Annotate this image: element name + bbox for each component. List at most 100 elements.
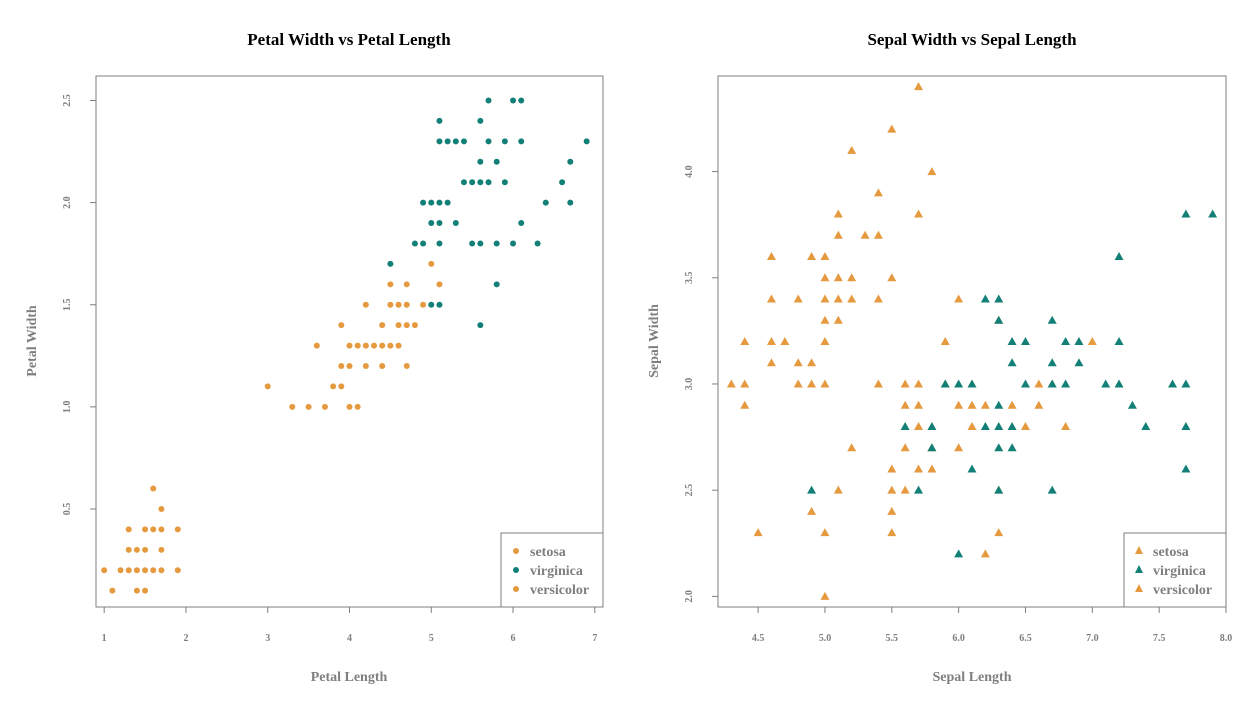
sepal-legend-label-virginica: virginica bbox=[1153, 564, 1206, 579]
sepal-point-virginica bbox=[1114, 337, 1124, 345]
petal-point-virginica bbox=[428, 301, 435, 308]
petal-point-versicolor bbox=[379, 322, 386, 329]
sepal-point-versicolor bbox=[900, 485, 910, 494]
petal-point-virginica bbox=[420, 199, 427, 206]
sepal-point-setosa bbox=[927, 167, 937, 176]
sepal-y-tick-label: 3.5 bbox=[684, 272, 695, 285]
sepal-point-setosa bbox=[833, 230, 843, 239]
sepal-point-setosa bbox=[793, 294, 803, 303]
sepal-point-virginica bbox=[994, 294, 1004, 303]
petal-point-virginica bbox=[493, 281, 500, 288]
petal-point-virginica bbox=[493, 240, 500, 247]
petal-point-versicolor bbox=[338, 363, 345, 370]
petal-point-versicolor bbox=[403, 281, 410, 288]
petal-point-versicolor bbox=[354, 403, 361, 410]
petal-point-virginica bbox=[518, 220, 525, 227]
petal-point-virginica bbox=[436, 117, 443, 124]
petal-point-virginica bbox=[436, 220, 443, 227]
petal-point-setosa bbox=[150, 526, 157, 533]
petal-legend-label-setosa: setosa bbox=[530, 545, 566, 560]
petal-point-virginica bbox=[420, 240, 427, 247]
sepal-point-versicolor bbox=[914, 400, 924, 409]
sepal-point-virginica bbox=[1181, 209, 1191, 218]
petal-point-setosa bbox=[125, 567, 132, 574]
petal-point-versicolor bbox=[371, 342, 378, 349]
sepal-legend-label-versicolor: versicolor bbox=[1153, 583, 1212, 598]
petal-y-tick-label: 0.5 bbox=[62, 503, 73, 516]
petal-legend-box bbox=[500, 532, 604, 608]
sepal-point-setosa bbox=[820, 252, 830, 261]
petal-point-setosa bbox=[109, 587, 116, 594]
sepal-point-versicolor bbox=[980, 549, 990, 558]
sepal-y-tick-label: 2.5 bbox=[684, 484, 695, 497]
sepal-point-setosa bbox=[793, 379, 803, 388]
sepal-point-virginica bbox=[1007, 421, 1017, 430]
sepal-point-virginica bbox=[1047, 485, 1057, 494]
sepal-point-versicolor bbox=[820, 591, 830, 600]
petal-point-versicolor bbox=[264, 383, 271, 390]
petal-point-versicolor bbox=[403, 363, 410, 370]
petal-point-virginica bbox=[501, 179, 508, 186]
sepal-point-versicolor bbox=[994, 528, 1004, 537]
sepal-point-versicolor bbox=[1020, 421, 1030, 430]
sepal-legend-marker-setosa bbox=[1135, 546, 1143, 554]
sepal-chart-title: Sepal Width vs Sepal Length bbox=[867, 30, 1077, 49]
sepal-point-virginica bbox=[1208, 209, 1218, 218]
petal-point-versicolor bbox=[403, 322, 410, 329]
petal-point-virginica bbox=[583, 138, 590, 145]
petal-point-virginica bbox=[485, 179, 492, 186]
sepal-point-setosa bbox=[820, 315, 830, 324]
petal-point-versicolor bbox=[379, 363, 386, 370]
sepal-x-tick-label: 7.0 bbox=[1086, 633, 1099, 644]
petal-point-versicolor bbox=[395, 322, 402, 329]
petal-y-tick-label: 1.0 bbox=[62, 401, 73, 414]
petal-point-virginica bbox=[452, 220, 459, 227]
sepal-chart-panel: Sepal Width vs Sepal Length Sepal Length… bbox=[647, 30, 1232, 685]
sepal-point-setosa bbox=[807, 252, 817, 261]
sepal-point-virginica bbox=[1007, 337, 1017, 345]
sepal-point-virginica bbox=[1047, 358, 1057, 367]
sepal-point-versicolor bbox=[1087, 337, 1097, 345]
petal-point-setosa bbox=[117, 567, 124, 574]
sepal-y-tick-label: 2.0 bbox=[684, 590, 695, 603]
sepal-point-virginica bbox=[994, 315, 1004, 324]
petal-point-virginica bbox=[460, 179, 467, 186]
petal-point-setosa bbox=[174, 567, 181, 574]
sepal-point-setosa bbox=[807, 358, 817, 367]
sepal-point-setosa bbox=[740, 400, 750, 409]
sepal-point-setosa bbox=[820, 337, 830, 345]
sepal-point-virginica bbox=[954, 379, 964, 388]
petal-point-virginica bbox=[428, 220, 435, 227]
sepal-point-versicolor bbox=[900, 379, 910, 388]
sepal-point-versicolor bbox=[927, 464, 937, 473]
sepal-axis-ticks: 4.5 5.0 5.5 6.0 6.5 7.0 7.5 8.0 2.0 2.5 3.0 3.5 4.0 bbox=[684, 165, 1232, 644]
petal-point-versicolor bbox=[338, 322, 345, 329]
petal-point-setosa bbox=[150, 567, 157, 574]
petal-point-virginica bbox=[436, 301, 443, 308]
petal-point-versicolor bbox=[289, 403, 296, 410]
sepal-point-virginica bbox=[1181, 421, 1191, 430]
sepal-x-tick-label: 8.0 bbox=[1220, 633, 1233, 644]
sepal-x-tick-label: 5.5 bbox=[886, 633, 899, 644]
sepal-point-setosa bbox=[820, 273, 830, 282]
petal-axis-ticks: 1 2 3 4 5 6 7 0.5 1.0 1.5 2.0 2.5 bbox=[62, 94, 597, 644]
petal-x-axis-label: Petal Length bbox=[311, 670, 388, 685]
sepal-point-virginica bbox=[1074, 358, 1084, 367]
sepal-point-versicolor bbox=[833, 485, 843, 494]
petal-point-virginica bbox=[567, 199, 574, 206]
petal-x-tick-label: 4 bbox=[347, 633, 352, 644]
sepal-point-versicolor bbox=[873, 379, 883, 388]
sepal-point-virginica bbox=[980, 294, 990, 303]
petal-point-setosa bbox=[133, 567, 140, 574]
petal-point-virginica bbox=[436, 199, 443, 206]
sepal-point-versicolor bbox=[1034, 379, 1044, 388]
sepal-point-setosa bbox=[847, 294, 857, 303]
petal-point-virginica bbox=[436, 240, 443, 247]
petal-point-virginica bbox=[469, 179, 476, 186]
sepal-legend: setosa virginica versicolor bbox=[1123, 532, 1227, 608]
petal-legend-marker-versicolor bbox=[513, 586, 519, 592]
petal-point-virginica bbox=[542, 199, 549, 206]
sepal-x-tick-label: 6.0 bbox=[952, 633, 965, 644]
petal-y-tick-label: 2.0 bbox=[62, 196, 73, 209]
petal-point-versicolor bbox=[346, 403, 353, 410]
